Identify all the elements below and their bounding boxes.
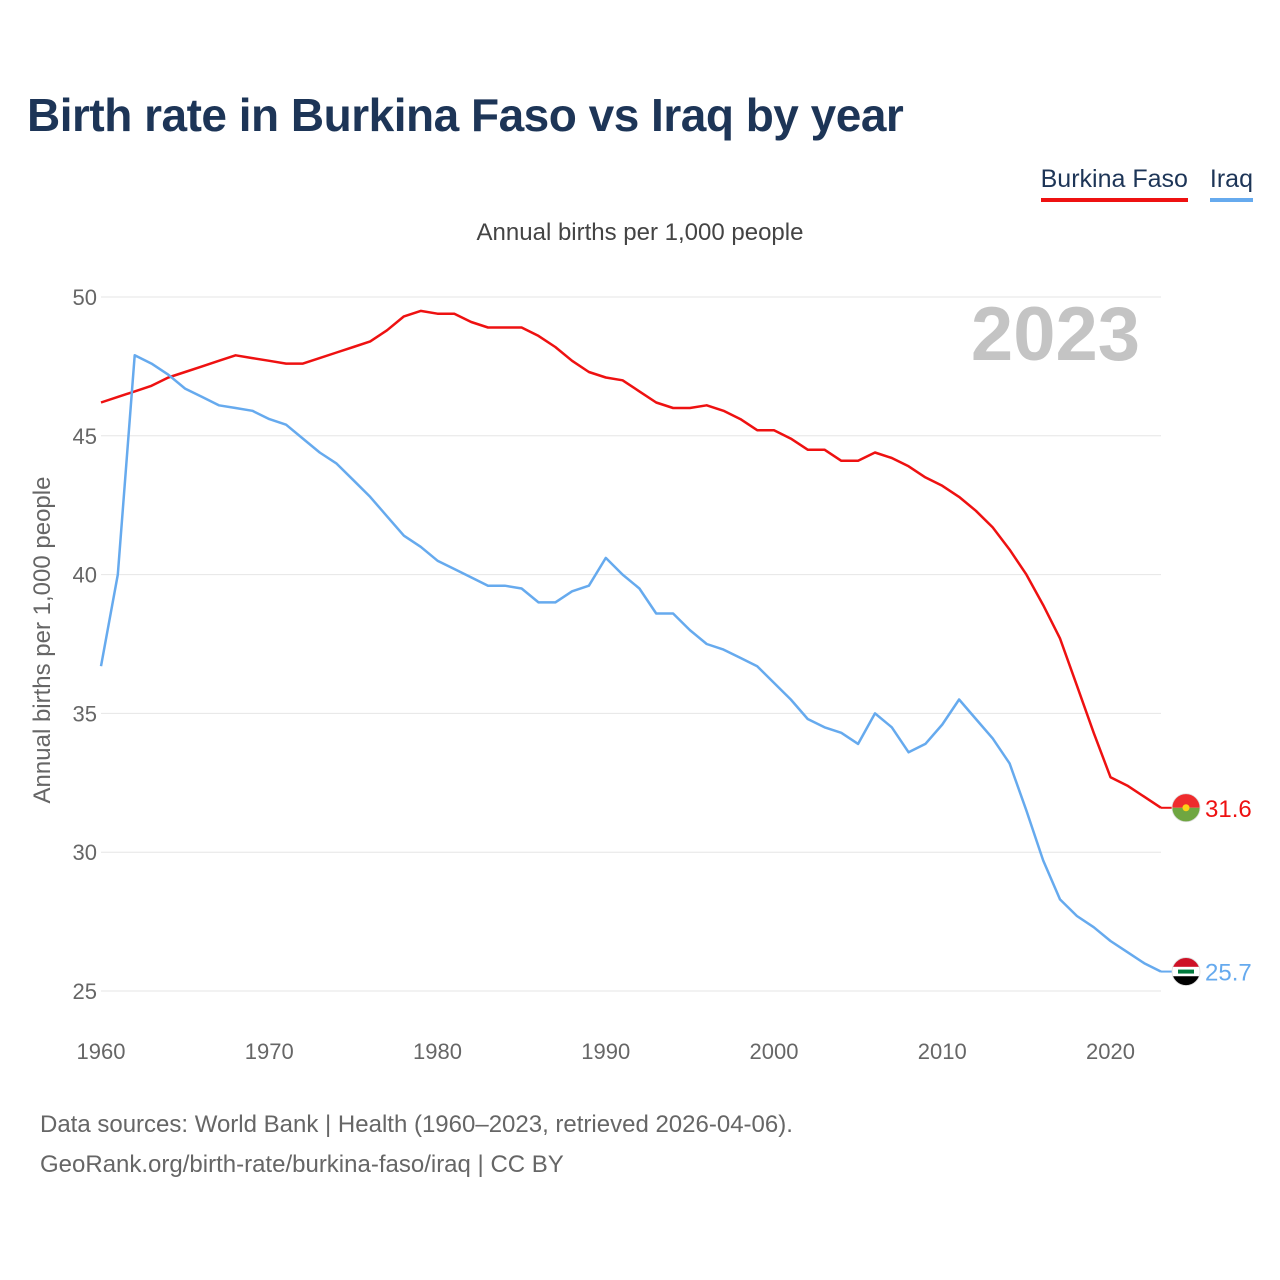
axis-ticks: 25 30 35 40 45 50 1960 1970 1980 1990 2000 2010 2020 xyxy=(73,285,1135,1064)
legend: Burkina Faso Iraq xyxy=(1040,165,1253,202)
source-note: Data sources: World Bank | Health (1960–… xyxy=(40,1105,793,1185)
source-line-1: Data sources: World Bank | Health (1960–… xyxy=(40,1111,793,1138)
end-value-label-iraq: 25.7 xyxy=(1205,960,1252,987)
end-value-label-burkina-faso: 31.6 xyxy=(1205,796,1252,823)
x-tick-label: 2010 xyxy=(918,1039,967,1064)
gridlines xyxy=(101,296,1161,992)
flag-marker-burkina-faso xyxy=(1171,793,1201,823)
x-tick-label: 1990 xyxy=(581,1039,630,1064)
year-watermark: 2023 xyxy=(971,292,1140,377)
chart-title: Birth rate in Burkina Faso vs Iraq by ye… xyxy=(27,89,904,141)
legend-item-burkina-faso[interactable]: Burkina Faso xyxy=(1040,165,1188,202)
y-tick-label: 40 xyxy=(73,563,97,588)
y-tick-label: 30 xyxy=(73,840,97,865)
x-tick-label: 1970 xyxy=(245,1039,294,1064)
legend-item-iraq[interactable]: Iraq xyxy=(1209,165,1253,202)
source-line-2: GeoRank.org/birth-rate/burkina-faso/iraq… xyxy=(40,1151,564,1178)
chart-subtitle: Annual births per 1,000 people xyxy=(477,219,804,246)
y-tick-label: 50 xyxy=(73,285,97,310)
x-tick-label: 1980 xyxy=(413,1039,462,1064)
end-markers: 31.6 25.7 xyxy=(1161,793,1252,987)
series-lines xyxy=(99,309,1162,973)
y-tick-label: 25 xyxy=(73,979,97,1004)
y-tick-label: 45 xyxy=(73,424,97,449)
x-tick-label: 1960 xyxy=(77,1039,126,1064)
x-tick-label: 2020 xyxy=(1086,1039,1135,1064)
series-line-iraq xyxy=(99,354,1162,973)
series-line-burkina-faso xyxy=(100,309,1162,809)
y-axis-title: Annual births per 1,000 people xyxy=(29,477,56,804)
y-tick-label: 35 xyxy=(73,701,97,726)
x-tick-label: 2000 xyxy=(750,1039,799,1064)
flag-marker-iraq xyxy=(1171,957,1201,986)
